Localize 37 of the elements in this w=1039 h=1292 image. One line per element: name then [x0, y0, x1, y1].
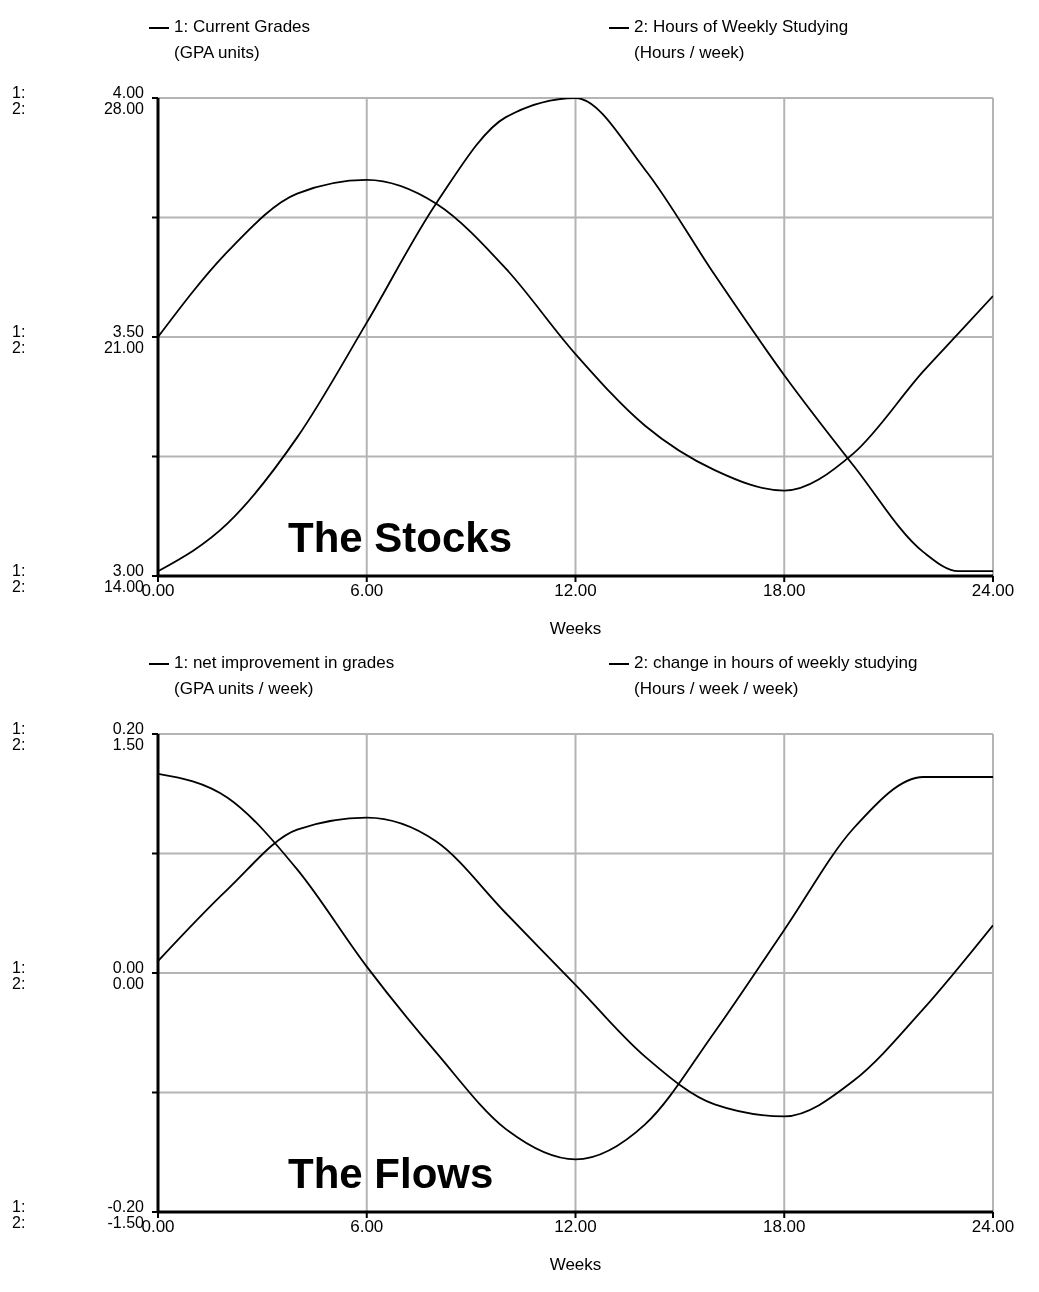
- annotation: The Stocks: [288, 514, 513, 562]
- x-tick-label: 6.00: [350, 1217, 384, 1237]
- y-tick-label: 4.00: [112, 84, 145, 101]
- y-tick-label: 3.00: [112, 562, 145, 579]
- x-tick-label: 18.00: [762, 581, 806, 601]
- text: 1:: [12, 323, 26, 340]
- legend-label: 1: Current Grades (GPA units): [174, 16, 311, 64]
- x-tick-label: 24.00: [971, 581, 1015, 601]
- text: 1:: [12, 1198, 26, 1215]
- text: 2:: [12, 578, 26, 595]
- x-tick-label: 6.00: [350, 581, 384, 601]
- legend-label: 1: net improvement in grades (GPA units / week): [174, 652, 395, 700]
- text: 2:: [12, 100, 26, 117]
- y-tick-label: 3.50: [112, 323, 145, 340]
- legend-label: 2: Hours of Weekly Studying (Hours / week): [634, 16, 849, 64]
- y2-tick-label: 21.00: [103, 339, 145, 356]
- text: 2:: [12, 975, 26, 992]
- text: 2:: [12, 1214, 26, 1231]
- x-tick-label: 24.00: [971, 1217, 1015, 1237]
- y-tick-label: -0.20: [107, 1198, 145, 1215]
- y-tick-label: 0.20: [112, 720, 145, 737]
- text: 1:: [12, 562, 26, 579]
- y-tick-label: 0.00: [112, 959, 145, 976]
- y2-tick-label: 1.50: [112, 736, 145, 753]
- annotation: The Flows: [288, 1150, 494, 1198]
- x-axis-title: Weeks: [549, 619, 602, 638]
- text: 1:: [12, 959, 26, 976]
- text: 1:: [12, 84, 26, 101]
- text: 2:: [12, 736, 26, 753]
- x-tick-label: 18.00: [762, 1217, 806, 1237]
- text: 2:: [12, 339, 26, 356]
- text: 1:: [12, 720, 26, 737]
- y2-tick-label: 28.00: [103, 100, 145, 117]
- legend-label: 2: change in hours of weekly studying (Hours / week / week): [634, 652, 918, 700]
- x-axis-title: Weeks: [549, 1255, 602, 1274]
- x-tick-label: 12.00: [554, 1217, 597, 1237]
- x-tick-label: 12.00: [554, 581, 597, 601]
